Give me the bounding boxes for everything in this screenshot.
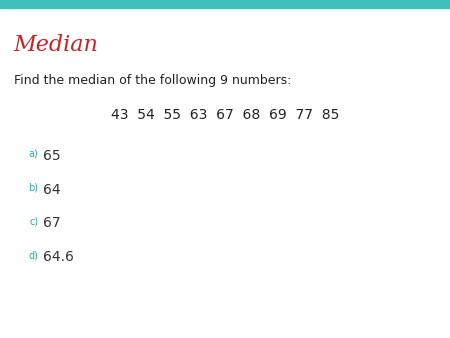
Text: 67: 67 — [43, 216, 60, 230]
Text: 64.6: 64.6 — [43, 250, 74, 264]
Text: a): a) — [28, 149, 38, 159]
Text: 43  54  55  63  67  68  69  77  85: 43 54 55 63 67 68 69 77 85 — [111, 108, 339, 122]
Text: 65: 65 — [43, 149, 60, 163]
Text: Find the median of the following 9 numbers:: Find the median of the following 9 numbe… — [14, 74, 291, 87]
Text: c): c) — [29, 216, 38, 226]
Text: d): d) — [28, 250, 38, 260]
Text: 64: 64 — [43, 183, 60, 196]
Text: b): b) — [28, 183, 38, 193]
Text: Median: Median — [14, 34, 99, 56]
